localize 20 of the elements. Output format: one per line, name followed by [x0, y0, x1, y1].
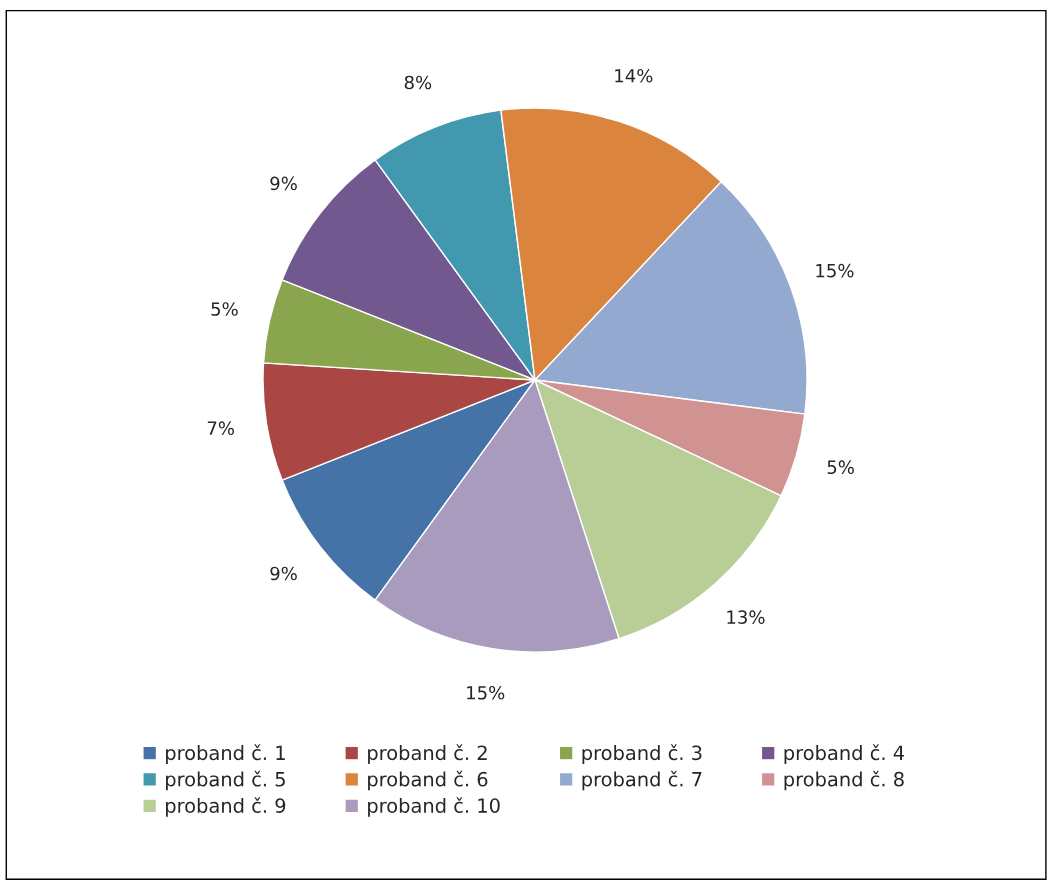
data-label: 9% [270, 176, 297, 191]
legend-label: proband č. 9 [166, 797, 286, 817]
legend-label: proband č. 5 [166, 770, 285, 791]
legend-label: proband č. 6 [368, 770, 488, 791]
data-label: 5% [827, 460, 854, 475]
data-label: 14% [615, 68, 653, 83]
data-label: 9% [270, 566, 297, 581]
data-label: 7% [207, 421, 234, 436]
legend-label: proband č. 7 [582, 770, 702, 791]
legend-label: proband č. 10 [368, 797, 500, 817]
legend-label: proband č. 2 [368, 744, 487, 764]
legend-label: proband č. 3 [582, 744, 702, 764]
legend-label: proband č. 1 [166, 744, 285, 764]
legend-label: proband č. 8 [784, 770, 904, 791]
data-label: 8% [404, 75, 432, 90]
legend-label: proband č. 4 [784, 744, 905, 764]
data-label: 13% [727, 610, 765, 624]
data-label: 5% [211, 302, 238, 316]
data-label: 15% [467, 685, 505, 700]
data-label: 15% [816, 263, 854, 278]
